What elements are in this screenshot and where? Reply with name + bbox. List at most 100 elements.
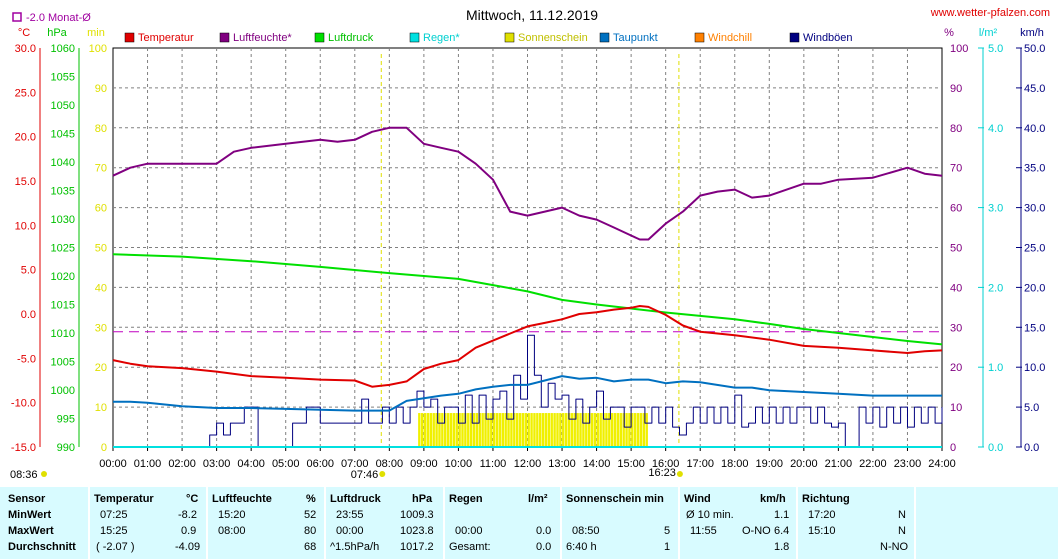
legend-label: Windböen xyxy=(803,32,853,44)
sunshine-bar xyxy=(587,413,591,447)
pressure-tick-label: 1015 xyxy=(51,300,75,312)
sunshine-bar xyxy=(599,413,602,447)
sunshine-bar xyxy=(544,413,548,447)
min-press-time: 23:55 xyxy=(336,509,364,521)
humidity-tick-label: 0 xyxy=(950,442,956,454)
max-hum-value: 80 xyxy=(304,525,317,537)
sunshine-tick-label: 20 xyxy=(95,362,107,374)
column-divider xyxy=(324,487,326,559)
temperature-tick-label: -5.0 xyxy=(17,353,36,365)
temperature-tick-label: -15.0 xyxy=(11,442,36,454)
header-humidity-unit: % xyxy=(306,493,316,505)
monthly-average-label: -2.0 Monat-Ø xyxy=(26,12,91,24)
humidity-tick-label: 80 xyxy=(950,123,962,135)
sunshine-tick-label: 70 xyxy=(95,163,107,175)
sunshine-tick-label: 40 xyxy=(95,282,107,294)
x-tick-label: 23:00 xyxy=(894,458,922,470)
humidity-tick-label: 20 xyxy=(950,362,962,374)
sunshine-bar xyxy=(518,413,522,447)
legend-swatch xyxy=(599,32,610,43)
pressure-tick-label: 1030 xyxy=(51,214,75,226)
legend-label: Luftdruck xyxy=(328,32,374,44)
wind-unit-label: km/h xyxy=(1020,27,1044,39)
avg-dir-value: N-NO xyxy=(880,541,909,553)
sunshine-tick-label: 90 xyxy=(95,83,107,95)
max-wind-value: 6.4 xyxy=(774,525,790,537)
sun-icon xyxy=(379,471,386,477)
sunshine-bar xyxy=(444,413,447,447)
x-tick-label: 00:00 xyxy=(99,458,127,470)
temperature-tick-label: 0.0 xyxy=(21,309,36,321)
rain-tick-label: 4.0 xyxy=(988,123,1003,135)
sunshine-bar xyxy=(582,413,585,447)
temperature-unit-label: °C xyxy=(18,27,30,39)
sunshine-bar xyxy=(507,413,510,447)
pressure-tick-label: 1050 xyxy=(51,100,75,112)
sunshine-bar xyxy=(513,413,516,447)
chart-title: Mittwoch, 11.12.2019 xyxy=(466,7,598,23)
sunshine-bar xyxy=(547,413,551,447)
sunshine-bar xyxy=(631,413,634,447)
sunshine-bar xyxy=(579,413,582,447)
header-temperature-unit: °C xyxy=(186,493,199,505)
sunshine-bar xyxy=(602,413,605,447)
max-sun-value: 5 xyxy=(664,525,671,537)
sunshine-bar xyxy=(524,413,528,447)
column-divider xyxy=(88,487,90,559)
wind-tick-label: 5.0 xyxy=(1024,402,1039,414)
x-tick-label: 13:00 xyxy=(548,458,576,470)
sunshine-bar xyxy=(593,413,597,447)
header-sunshine: Sonnenschein min xyxy=(566,493,664,505)
sunshine-bar xyxy=(564,413,568,447)
min-hum-value: 52 xyxy=(304,509,317,521)
sunshine-bar xyxy=(645,413,648,447)
sunshine-bar xyxy=(636,413,640,447)
column-divider xyxy=(206,487,208,559)
x-tick-label: 04:00 xyxy=(237,458,265,470)
series-windben-line xyxy=(113,334,943,448)
wind-tick-label: 10.0 xyxy=(1024,362,1045,374)
x-tick-label: 20:00 xyxy=(790,458,818,470)
rain-total-value: 0.0 xyxy=(536,541,552,553)
sunshine-bar xyxy=(553,413,556,447)
sunshine-bar xyxy=(452,413,456,447)
sunset-marker-time: 16:23 xyxy=(648,467,676,479)
pressure-tick-label: 1000 xyxy=(51,385,75,397)
x-tick-label: 08:00 xyxy=(376,458,404,470)
sunshine-bar xyxy=(484,413,487,447)
sunshine-bar xyxy=(467,413,470,447)
row-label-min: MinWert xyxy=(8,509,52,521)
sunshine-bar xyxy=(559,413,562,447)
wind-tick-label: 15.0 xyxy=(1024,322,1045,334)
sunshine-bar xyxy=(605,413,608,447)
legend-swatch xyxy=(504,32,515,43)
max-rain-time: 00:00 xyxy=(455,525,483,537)
legend-swatch xyxy=(124,32,135,43)
humidity-tick-label: 30 xyxy=(950,322,962,334)
sunshine-bar xyxy=(432,413,435,447)
pressure-tick-label: 1025 xyxy=(51,243,75,255)
sunshine-bar xyxy=(469,413,473,447)
sunshine-unit-label: min xyxy=(87,27,105,39)
sunshine-bar xyxy=(472,413,476,447)
sunshine-bar xyxy=(634,413,637,447)
temperature-tick-label: 10.0 xyxy=(15,220,36,232)
sunshine-bar xyxy=(521,413,525,447)
sunshine-bar xyxy=(610,413,614,447)
x-tick-label: 05:00 xyxy=(272,458,300,470)
sunshine-bar xyxy=(420,413,424,447)
min-press-value: 1009.3 xyxy=(400,509,434,521)
avg-temp-value: -4.09 xyxy=(175,541,201,553)
sunshine-bar xyxy=(481,413,484,447)
legend-label: Sonnenschein xyxy=(518,32,588,44)
max-hum-time: 08:00 xyxy=(218,525,246,537)
pressure-tick-label: 1060 xyxy=(51,43,75,55)
sunshine-bar xyxy=(596,413,599,447)
temperature-tick-label: 15.0 xyxy=(15,176,36,188)
pressure-tick-label: 995 xyxy=(57,414,75,426)
x-tick-label: 02:00 xyxy=(168,458,196,470)
sunshine-tick-label: 80 xyxy=(95,123,107,135)
temperature-tick-label: 30.0 xyxy=(15,43,36,55)
sunshine-tick-label: 60 xyxy=(95,203,107,215)
temperature-tick-label: 20.0 xyxy=(15,132,36,144)
